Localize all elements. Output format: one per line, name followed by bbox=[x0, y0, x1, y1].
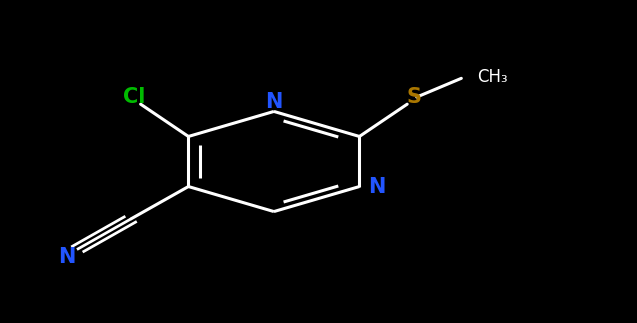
Text: N: N bbox=[265, 92, 283, 112]
Text: S: S bbox=[406, 87, 421, 107]
Text: Cl: Cl bbox=[123, 87, 145, 107]
Text: N: N bbox=[58, 247, 75, 266]
Text: N: N bbox=[369, 177, 386, 196]
Text: CH₃: CH₃ bbox=[477, 68, 508, 86]
